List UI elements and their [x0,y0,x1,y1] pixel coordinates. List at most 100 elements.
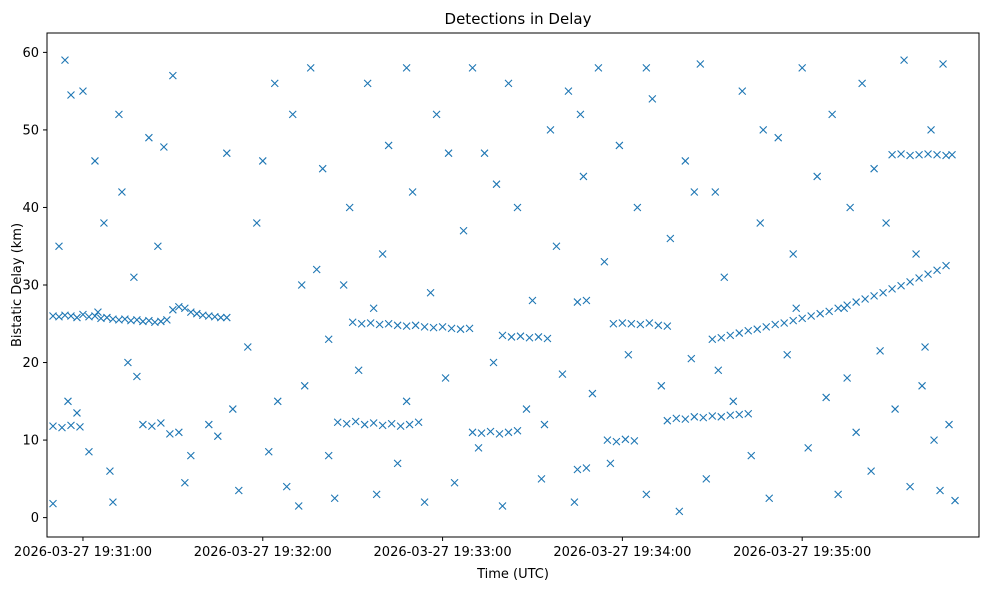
data-point [933,150,941,159]
data-point [480,149,489,158]
y-tick-label: 40 [22,201,39,216]
y-axis-ticks: 0 10 20 30 40 50 60 [22,46,47,526]
y-tick-label: 50 [22,123,39,138]
data-point [735,329,744,337]
data-point [426,288,435,297]
data-point [79,87,87,96]
data-point [342,419,351,428]
data-point [468,428,477,437]
data-point [384,319,393,328]
data-point [204,420,213,429]
data-point [642,64,651,72]
data-point [153,242,162,251]
data-point [618,319,627,327]
data-point [264,447,273,456]
data-point [951,496,959,505]
data-point [537,474,546,483]
data-point [513,203,522,212]
data-point [915,274,923,282]
data-point [921,343,929,351]
data-point [393,321,402,330]
data-point [579,172,588,181]
data-point [870,291,879,300]
data-point [288,110,297,119]
data-point [522,405,531,413]
data-point [747,451,756,460]
data-point [186,308,195,317]
data-point [103,313,111,322]
x-axis-ticks: 2026-03-27 19:31:00 2026-03-27 19:32:00 20… [14,537,871,560]
data-point [828,110,837,119]
data-point [55,242,63,251]
y-tick-label: 0 [31,511,39,526]
data-point [387,419,396,428]
data-point [58,423,66,432]
data-point [717,412,726,421]
data-point [348,318,357,327]
data-point [792,304,801,313]
data-point [816,309,825,318]
data-point [756,219,765,227]
data-point [324,335,333,344]
data-point [67,312,75,320]
data-point [67,91,75,99]
x-tick-label: 2026-03-27 19:33:00 [374,545,512,560]
data-point [735,410,744,419]
data-point [642,490,651,499]
data-point [486,427,495,436]
data-point [168,305,177,314]
data-point [906,151,914,160]
data-point [936,486,944,495]
data-point [474,443,483,452]
data-point [516,332,525,341]
data-point [130,273,138,282]
data-point [507,333,516,341]
data-point [636,320,645,329]
data-point [444,149,453,158]
data-point [100,219,108,227]
data-point [762,322,771,331]
data-point [180,304,189,313]
data-point [930,436,938,444]
data-point [504,79,513,88]
data-point [61,56,69,65]
data-point [363,79,372,88]
data-point [663,416,672,425]
data-point [798,314,807,323]
data-point [369,304,378,313]
data-point [780,319,789,327]
data-point [174,428,183,437]
data-point [273,397,282,406]
data-point [372,490,381,499]
data-point [55,312,63,321]
data-point [282,482,291,491]
data-point [384,141,393,150]
data-point [459,226,468,235]
data-point [174,302,183,311]
data-point [846,203,855,212]
data-point [124,358,132,367]
data-point [906,482,914,491]
data-point [681,415,690,424]
chart-title: Detections in Delay [445,10,592,28]
data-point [318,164,327,173]
data-point [753,325,762,334]
data-point [945,420,953,429]
data-point [690,412,699,421]
data-point [85,447,93,456]
data-point [897,150,905,158]
data-point [489,358,498,367]
data-point [156,317,165,326]
data-point [714,366,723,375]
data-point [402,64,411,72]
data-point [663,322,672,330]
data-point [771,320,780,329]
data-point [708,412,717,420]
data-point [76,423,84,431]
data-point [91,312,99,320]
data-point [139,420,147,429]
data-point [573,298,582,306]
